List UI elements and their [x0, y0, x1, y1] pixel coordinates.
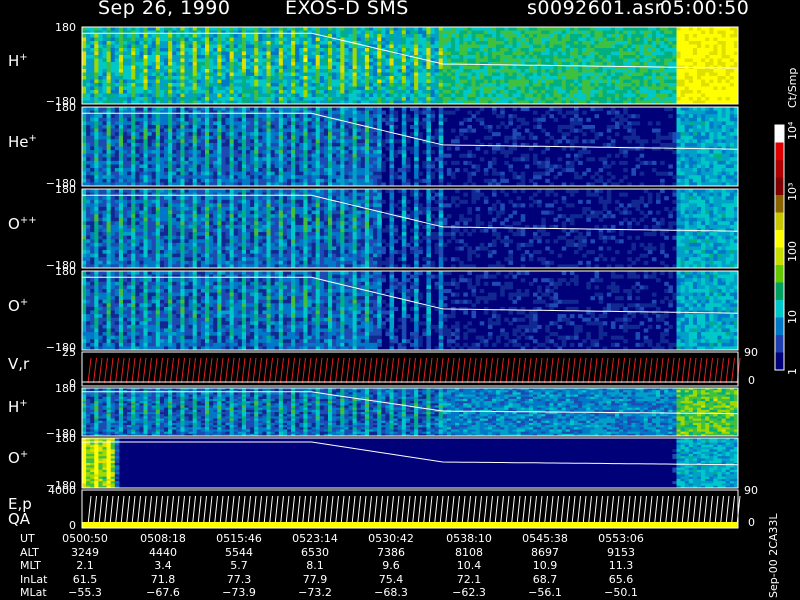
ephem-cell: 3.4 — [133, 559, 193, 572]
y-tick-top: 180 — [36, 183, 76, 196]
y-tick-top: 180 — [36, 21, 76, 34]
ephem-cell: 4440 — [133, 546, 193, 559]
panel-label: O++ — [8, 215, 37, 233]
y-tick-bottom: 0 — [36, 519, 76, 532]
y-tick-top: 180 — [36, 265, 76, 278]
ephem-row-label: MLT — [20, 559, 41, 572]
panel-o-plus-2 — [82, 438, 739, 489]
panel-label: H+ — [8, 52, 28, 70]
ephem-cell: 9153 — [591, 546, 651, 559]
colorbar-segment — [775, 195, 784, 213]
ephem-cell: 72.1 — [439, 573, 499, 586]
ephem-cell: −56.1 — [515, 586, 575, 599]
panel-o-plus-plus — [82, 189, 739, 269]
ephem-cell: 0523:14 — [285, 532, 345, 545]
colorbar-tick: 1 — [786, 368, 799, 375]
ephem-cell: 75.4 — [361, 573, 421, 586]
colorbar-segment — [775, 318, 784, 336]
colorbar-tick: 100 — [786, 241, 799, 262]
y-tick-top: 4000 — [36, 484, 76, 497]
colorbar-segment — [775, 265, 784, 283]
ephem-cell: 77.9 — [285, 573, 345, 586]
ephem-row-label: MLat — [20, 586, 47, 599]
colorbar-tick: 10³ — [786, 183, 799, 201]
panel-vr — [82, 352, 740, 386]
ephem-cell: 8.1 — [285, 559, 345, 572]
ephem-cell: −73.9 — [209, 586, 269, 599]
panel-o-plus-1 — [82, 271, 739, 351]
ephem-row-label: InLat — [20, 573, 47, 586]
colorbar-segment — [775, 178, 784, 196]
ephem-cell: −50.1 — [591, 586, 651, 599]
ephem-cell: 2.1 — [55, 559, 115, 572]
colorbar-segment — [775, 213, 784, 231]
ephem-cell: −73.2 — [285, 586, 345, 599]
colorbar-tick: 10 — [786, 310, 799, 324]
ephem-cell: 0508:18 — [133, 532, 193, 545]
colorbar-segment — [775, 248, 784, 266]
y-tick-top: 180 — [36, 382, 76, 395]
ephem-cell: 61.5 — [55, 573, 115, 586]
colorbar-segment — [775, 300, 784, 318]
panel-he-plus — [82, 107, 739, 187]
panel-label: O+ — [8, 449, 28, 467]
ephem-cell: −62.3 — [439, 586, 499, 599]
colorbar-segment — [775, 230, 784, 248]
ephem-cell: 0500:50 — [55, 532, 115, 545]
panel-ep — [82, 490, 740, 528]
y-tick-top: 180 — [36, 101, 76, 114]
ephem-cell: −67.6 — [133, 586, 193, 599]
ephem-cell: 0538:10 — [439, 532, 499, 545]
ephem-row-label: ALT — [20, 546, 39, 559]
ephem-cell: 65.6 — [591, 573, 651, 586]
ephem-cell: 8697 — [515, 546, 575, 559]
right-tick-top: 90 — [744, 484, 758, 497]
colorbar-segment — [775, 125, 784, 143]
ephem-cell: 71.8 — [133, 573, 193, 586]
colorbar-segment — [775, 353, 784, 371]
ephem-cell: 8108 — [439, 546, 499, 559]
ephem-cell: −55.3 — [55, 586, 115, 599]
ephem-cell: 7386 — [361, 546, 421, 559]
ephem-cell: 0545:38 — [515, 532, 575, 545]
panel-label: H+ — [8, 398, 28, 416]
ephem-cell: 6530 — [285, 546, 345, 559]
ephem-cell: −68.3 — [361, 586, 421, 599]
ephem-cell: 0515:46 — [209, 532, 269, 545]
colorbar-segment — [775, 160, 784, 178]
ephem-cell: 5544 — [209, 546, 269, 559]
right-tick-top: 90 — [744, 346, 758, 359]
right-tick-bottom: 0 — [748, 516, 755, 529]
ephem-cell: 10.4 — [439, 559, 499, 572]
ephem-cell: 11.3 — [591, 559, 651, 572]
colorbar-tick: 10⁴ — [786, 121, 799, 139]
ephem-cell: 10.9 — [515, 559, 575, 572]
panel-label: V,r — [8, 355, 29, 373]
colorbar — [775, 125, 784, 371]
colorbar-segment — [775, 335, 784, 353]
ephem-cell: 3249 — [55, 546, 115, 559]
ephem-cell: 68.7 — [515, 573, 575, 586]
ephem-cell: 0530:42 — [361, 532, 421, 545]
qa-label: QA — [8, 510, 30, 528]
panel-label: O+ — [8, 297, 28, 315]
ephem-cell: 77.3 — [209, 573, 269, 586]
panel-h-plus-1 — [82, 27, 739, 105]
ephem-cell: 0553:06 — [591, 532, 651, 545]
y-tick-top: 25 — [36, 346, 76, 359]
colorbar-segment — [775, 283, 784, 301]
ephem-row-label: UT — [20, 532, 35, 545]
qa-bar — [82, 522, 738, 528]
footer-id: Sep-00 2CA33L — [767, 513, 780, 598]
colorbar-segment — [775, 143, 784, 161]
ephem-cell: 5.7 — [209, 559, 269, 572]
y-tick-top: 180 — [36, 432, 76, 445]
panel-h-plus-2 — [82, 388, 739, 437]
ephem-cell: 9.6 — [361, 559, 421, 572]
panel-label: He+ — [8, 133, 37, 151]
colorbar-unit: Ct/Smp — [786, 68, 799, 108]
right-tick-bottom: 0 — [748, 374, 755, 387]
